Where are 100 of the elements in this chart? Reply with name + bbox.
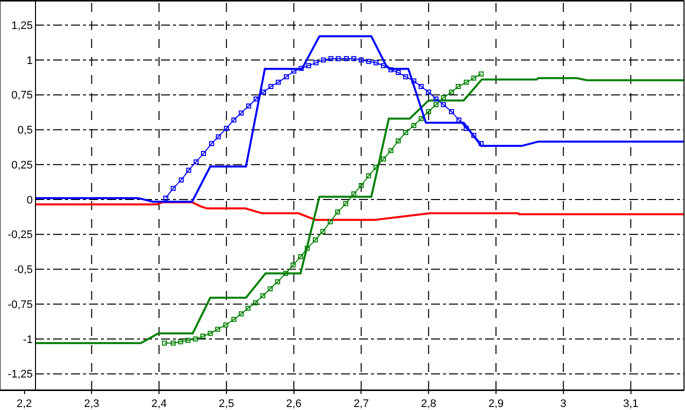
point (380, 156, 386, 162)
point (276, 80, 281, 85)
point (471, 76, 476, 81)
line-series (34, 35, 684, 203)
point (306, 63, 312, 68)
point (440, 102, 446, 108)
point (403, 74, 408, 80)
point (328, 219, 333, 224)
point (351, 56, 356, 62)
point (298, 66, 304, 71)
x-tick-label: 2,6 (286, 398, 302, 410)
point (215, 326, 220, 332)
point (268, 286, 273, 292)
point (396, 138, 401, 144)
point (344, 56, 349, 62)
point (478, 141, 484, 146)
x-tick-label: 2,5 (218, 398, 234, 410)
point (178, 339, 184, 344)
point (418, 84, 424, 89)
point (320, 58, 326, 62)
point (192, 336, 198, 342)
point (163, 196, 168, 201)
point (358, 58, 364, 62)
y-tick-label: 0,25 (11, 159, 33, 172)
y-tick-label: -1 (23, 334, 33, 346)
point (449, 90, 454, 95)
point (245, 306, 250, 311)
point (366, 58, 372, 64)
point (201, 150, 206, 156)
point (208, 330, 213, 336)
point (374, 164, 379, 170)
point (343, 201, 348, 206)
point (388, 148, 394, 154)
point (388, 67, 394, 72)
point (252, 300, 258, 306)
point (320, 229, 326, 234)
point (456, 84, 461, 89)
point (411, 78, 416, 84)
point (284, 74, 289, 80)
point (434, 96, 439, 102)
point (314, 60, 319, 66)
x-tick-label: 2,4 (151, 398, 167, 410)
point (268, 84, 274, 89)
y-tick-label: 0,75 (11, 90, 33, 102)
line-series (34, 77, 684, 344)
x-tick-label: 2,8 (420, 398, 436, 410)
y-tick-label: 1 (26, 54, 33, 67)
point (223, 322, 228, 328)
point (418, 116, 424, 122)
point (328, 56, 334, 62)
x-tick-label: 2,2 (16, 398, 32, 410)
point (224, 126, 229, 131)
point (403, 130, 408, 136)
line-series (34, 201, 684, 221)
point (231, 117, 236, 122)
y-tick-label: -0,5 (14, 264, 33, 276)
point (170, 340, 176, 346)
point (260, 90, 266, 95)
point (238, 311, 244, 316)
point (396, 70, 401, 76)
point (336, 56, 341, 62)
x-tick-label: 2,7 (354, 398, 369, 410)
point (209, 141, 214, 146)
point (449, 109, 454, 114)
point (304, 246, 310, 251)
point (312, 237, 318, 242)
point (290, 262, 296, 268)
point (411, 123, 416, 128)
point (162, 340, 167, 346)
point (231, 316, 236, 322)
point (464, 126, 469, 131)
x-tick-label: 3,1 (623, 398, 638, 410)
y-tick-label: -1,25 (8, 368, 33, 381)
y-tick-label: 0 (26, 194, 33, 206)
point (216, 134, 221, 140)
y-tick-label: 0,5 (18, 124, 33, 137)
y-tick-label: 1,25 (11, 20, 33, 32)
point (426, 90, 432, 95)
point (471, 132, 476, 138)
point (238, 110, 244, 116)
point (186, 338, 191, 343)
point (200, 334, 206, 339)
point (254, 96, 259, 102)
point (366, 173, 372, 178)
point (358, 183, 364, 188)
point (283, 270, 288, 276)
point (456, 117, 462, 122)
point (260, 293, 266, 298)
x-tick-label: 3 (560, 398, 566, 410)
point (335, 210, 340, 215)
point (380, 63, 386, 68)
point (351, 191, 356, 196)
x-tick-label: 2,3 (84, 398, 100, 410)
x-tick-label: 2,9 (488, 398, 504, 410)
point (478, 71, 484, 76)
point (426, 109, 432, 114)
point (434, 102, 439, 108)
point (275, 279, 280, 284)
point (298, 254, 304, 260)
point (170, 186, 176, 191)
